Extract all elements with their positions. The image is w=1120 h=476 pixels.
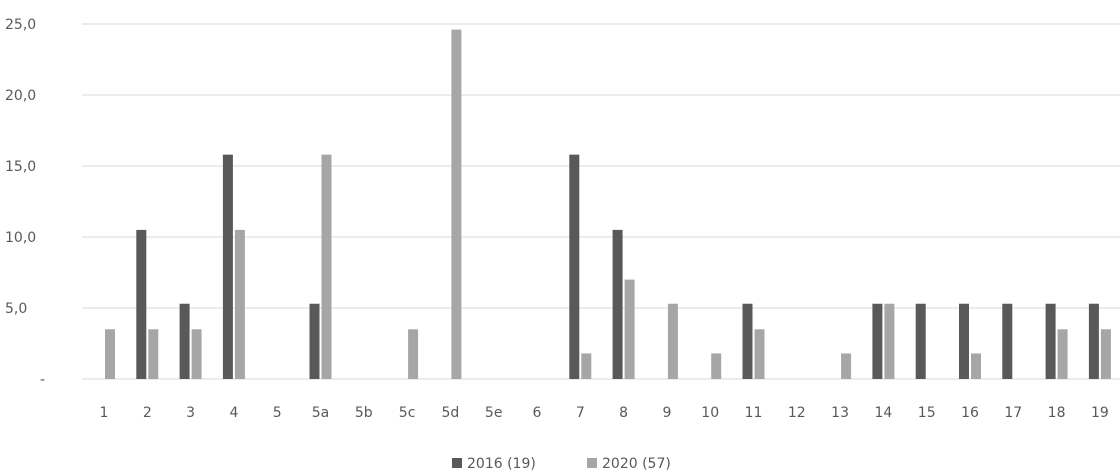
bar-2016 bbox=[959, 303, 969, 379]
x-tick-label: 5c bbox=[399, 405, 416, 421]
y-tick-label: - bbox=[40, 372, 45, 388]
bar-2020 bbox=[148, 329, 159, 379]
x-tick-label: 17 bbox=[1004, 405, 1022, 421]
x-tick-label: 19 bbox=[1091, 405, 1109, 421]
y-tick-label: 20,0 bbox=[5, 88, 36, 104]
x-tick-label: 15 bbox=[918, 405, 936, 421]
x-tick-label: 5a bbox=[312, 405, 330, 421]
bar-2016 bbox=[612, 229, 623, 379]
x-tick-label: 4 bbox=[229, 405, 238, 421]
bar-2020 bbox=[105, 329, 115, 379]
y-axis-tick-labels: - 5,0 10,0 15,0 20,0 25,0 bbox=[5, 17, 45, 388]
x-tick-label: 18 bbox=[1048, 405, 1066, 421]
x-tick-label: 10 bbox=[701, 405, 719, 421]
x-axis-tick-labels: 1 2 3 4 5 5a 5b 5c 5d 5e 6 7 8 9 10 11 12 13 14 15 16 17 18 19 bbox=[100, 405, 1109, 421]
bar-2020 bbox=[971, 353, 981, 379]
bar-2020 bbox=[191, 329, 202, 379]
bar-2016 bbox=[1088, 303, 1099, 379]
bar-2020 bbox=[581, 353, 592, 379]
x-tick-label: 8 bbox=[619, 405, 628, 421]
bar-2016 bbox=[1045, 303, 1056, 379]
x-tick-label: 16 bbox=[961, 405, 979, 421]
bar-2016 bbox=[179, 303, 190, 379]
bars bbox=[105, 29, 1111, 380]
bar-2020 bbox=[841, 353, 852, 379]
x-tick-label: 9 bbox=[662, 405, 671, 421]
x-tick-label: 5b bbox=[355, 405, 373, 421]
x-tick-label: 5d bbox=[442, 405, 460, 421]
bar-2016 bbox=[569, 154, 580, 379]
bar-2020 bbox=[451, 29, 462, 380]
x-tick-label: 5e bbox=[485, 405, 503, 421]
x-tick-label: 6 bbox=[533, 405, 542, 421]
bar-2016 bbox=[915, 303, 926, 379]
bar-2020 bbox=[754, 329, 765, 379]
legend-swatch-1 bbox=[587, 458, 597, 468]
bar-2020 bbox=[711, 353, 722, 379]
bar-2020 bbox=[408, 329, 419, 379]
bar-2016 bbox=[309, 303, 320, 379]
x-tick-label: 2 bbox=[143, 405, 152, 421]
legend-label-1: 2020 (57) bbox=[602, 456, 671, 472]
bar-2016 bbox=[1002, 303, 1013, 379]
bar-2016 bbox=[222, 154, 233, 379]
bar-2016 bbox=[872, 303, 883, 379]
x-tick-label: 7 bbox=[576, 405, 585, 421]
y-tick-label: 5,0 bbox=[5, 301, 27, 317]
bar-2020 bbox=[1100, 329, 1111, 379]
legend-label-0: 2016 (19) bbox=[467, 456, 536, 472]
x-tick-label: 3 bbox=[186, 405, 195, 421]
x-tick-label: 1 bbox=[100, 405, 109, 421]
bar-2016 bbox=[742, 303, 753, 379]
bar-2020 bbox=[1057, 329, 1068, 379]
bar-2020 bbox=[624, 279, 635, 379]
gridlines bbox=[82, 23, 1120, 380]
legend: 2016 (19) 2020 (57) bbox=[452, 456, 671, 472]
x-tick-label: 12 bbox=[788, 405, 806, 421]
x-tick-label: 5 bbox=[273, 405, 282, 421]
bar-2020 bbox=[234, 229, 245, 379]
bar-2020 bbox=[884, 303, 895, 379]
x-tick-label: 13 bbox=[831, 405, 849, 421]
x-tick-label: 14 bbox=[874, 405, 892, 421]
y-tick-label: 15,0 bbox=[5, 159, 36, 175]
x-tick-label: 11 bbox=[745, 405, 763, 421]
bar-2016 bbox=[136, 229, 147, 379]
bar-2020 bbox=[667, 303, 678, 379]
y-tick-label: 25,0 bbox=[5, 17, 36, 33]
y-tick-label: 10,0 bbox=[5, 230, 36, 246]
bar-2020 bbox=[321, 154, 332, 379]
legend-swatch-0 bbox=[452, 458, 462, 468]
